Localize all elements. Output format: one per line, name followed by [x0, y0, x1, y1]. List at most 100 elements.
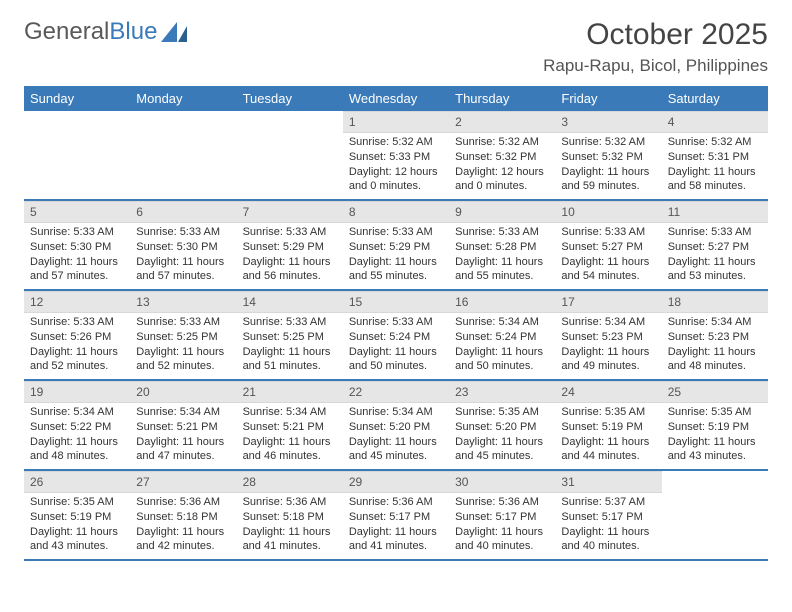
sunrise-text: Sunrise: 5:33 AM	[243, 316, 337, 330]
calendar-cell: 27 Sunrise: 5:36 AMSunset: 5:18 PMDayligh…	[130, 470, 236, 560]
sunrise-text: Sunrise: 5:33 AM	[455, 226, 549, 240]
calendar-cell: 1Sunrise: 5:32 AMSunset: 5:33 PMDaylight…	[343, 111, 449, 200]
day1-text: Daylight: 11 hours	[455, 346, 549, 360]
day-details: Sunrise: 5:32 AMSunset: 5:33 PMDaylight:…	[343, 133, 449, 199]
calendar-cell: 23Sunrise: 5:35 AMSunset: 5:20 PMDayligh…	[449, 380, 555, 470]
location-subtitle: Rapu-Rapu, Bicol, Philippines	[543, 56, 768, 76]
day1-text: Daylight: 11 hours	[561, 526, 655, 540]
calendar-cell	[24, 111, 130, 200]
calendar-cell: 14Sunrise: 5:33 AMSunset: 5:25 PMDayligh…	[237, 290, 343, 380]
day1-text: Daylight: 11 hours	[136, 436, 230, 450]
sunrise-text: Sunrise: 5:33 AM	[243, 226, 337, 240]
day-details: Sunrise: 5:33 AMSunset: 5:27 PMDaylight:…	[555, 223, 661, 289]
day1-text: Daylight: 11 hours	[668, 256, 762, 270]
day-number: 30	[449, 471, 555, 493]
day-number: 10	[555, 201, 661, 223]
day-number: 1	[343, 111, 449, 133]
calendar-cell: 18Sunrise: 5:34 AMSunset: 5:23 PMDayligh…	[662, 290, 768, 380]
calendar-row: 12Sunrise: 5:33 AMSunset: 5:26 PMDayligh…	[24, 290, 768, 380]
sunrise-text: Sunrise: 5:33 AM	[30, 226, 124, 240]
month-title: October 2025	[543, 18, 768, 52]
calendar-cell: 16Sunrise: 5:34 AMSunset: 5:24 PMDayligh…	[449, 290, 555, 380]
day-number: 31	[555, 471, 661, 493]
day2-text: and 52 minutes.	[30, 360, 124, 374]
calendar-cell: 8Sunrise: 5:33 AMSunset: 5:29 PMDaylight…	[343, 200, 449, 290]
day2-text: and 54 minutes.	[561, 270, 655, 284]
sunset-text: Sunset: 5:21 PM	[136, 421, 230, 435]
day2-text: and 47 minutes.	[136, 450, 230, 464]
day2-text: and 45 minutes.	[455, 450, 549, 464]
day2-text: and 41 minutes.	[243, 540, 337, 554]
day1-text: Daylight: 11 hours	[243, 256, 337, 270]
sunrise-text: Sunrise: 5:34 AM	[243, 406, 337, 420]
sunset-text: Sunset: 5:18 PM	[136, 511, 230, 525]
sunset-text: Sunset: 5:29 PM	[243, 241, 337, 255]
day-number: 24	[555, 381, 661, 403]
calendar-cell: 10Sunrise: 5:33 AMSunset: 5:27 PMDayligh…	[555, 200, 661, 290]
weekday-header: Tuesday	[237, 86, 343, 111]
sunrise-text: Sunrise: 5:34 AM	[136, 406, 230, 420]
sunset-text: Sunset: 5:19 PM	[30, 511, 124, 525]
header: GeneralBlue October 2025 Rapu-Rapu, Bico…	[24, 18, 768, 76]
day1-text: Daylight: 11 hours	[136, 346, 230, 360]
day-number: 15	[343, 291, 449, 313]
sunrise-text: Sunrise: 5:36 AM	[455, 496, 549, 510]
day2-text: and 55 minutes.	[455, 270, 549, 284]
day-number: 8	[343, 201, 449, 223]
calendar-cell	[237, 111, 343, 200]
day-details: Sunrise: 5:35 AMSunset: 5:20 PMDaylight:…	[449, 403, 555, 469]
day-details: Sunrise: 5:33 AMSunset: 5:26 PMDaylight:…	[24, 313, 130, 379]
calendar-cell	[662, 470, 768, 560]
day-details: Sunrise: 5:34 AMSunset: 5:21 PMDaylight:…	[130, 403, 236, 469]
day1-text: Daylight: 12 hours	[349, 166, 443, 180]
day1-text: Daylight: 11 hours	[561, 346, 655, 360]
day-number: 2	[449, 111, 555, 133]
sunrise-text: Sunrise: 5:36 AM	[136, 496, 230, 510]
calendar-cell: 9Sunrise: 5:33 AMSunset: 5:28 PMDaylight…	[449, 200, 555, 290]
day1-text: Daylight: 11 hours	[243, 436, 337, 450]
sunrise-text: Sunrise: 5:34 AM	[668, 316, 762, 330]
day1-text: Daylight: 12 hours	[455, 166, 549, 180]
sunrise-text: Sunrise: 5:33 AM	[30, 316, 124, 330]
day1-text: Daylight: 11 hours	[349, 256, 443, 270]
calendar-cell: 22Sunrise: 5:34 AMSunset: 5:20 PMDayligh…	[343, 380, 449, 470]
calendar-body: 1Sunrise: 5:32 AMSunset: 5:33 PMDaylight…	[24, 111, 768, 560]
sunrise-text: Sunrise: 5:35 AM	[30, 496, 124, 510]
day-number: 23	[449, 381, 555, 403]
sunrise-text: Sunrise: 5:32 AM	[561, 136, 655, 150]
day-details: Sunrise: 5:32 AMSunset: 5:32 PMDaylight:…	[555, 133, 661, 199]
day-details: Sunrise: 5:35 AMSunset: 5:19 PMDaylight:…	[24, 493, 130, 559]
day2-text: and 48 minutes.	[668, 360, 762, 374]
day-number: 29	[343, 471, 449, 493]
day1-text: Daylight: 11 hours	[30, 526, 124, 540]
day-details: Sunrise: 5:35 AMSunset: 5:19 PMDaylight:…	[555, 403, 661, 469]
day2-text: and 50 minutes.	[455, 360, 549, 374]
day1-text: Daylight: 11 hours	[136, 526, 230, 540]
weekday-header: Saturday	[662, 86, 768, 111]
day1-text: Daylight: 11 hours	[561, 166, 655, 180]
day1-text: Daylight: 11 hours	[455, 526, 549, 540]
sunset-text: Sunset: 5:32 PM	[455, 151, 549, 165]
day-details: Sunrise: 5:33 AMSunset: 5:29 PMDaylight:…	[237, 223, 343, 289]
sunrise-text: Sunrise: 5:34 AM	[561, 316, 655, 330]
day-details: Sunrise: 5:34 AMSunset: 5:20 PMDaylight:…	[343, 403, 449, 469]
day-details: Sunrise: 5:33 AMSunset: 5:25 PMDaylight:…	[237, 313, 343, 379]
calendar-cell: 15Sunrise: 5:33 AMSunset: 5:24 PMDayligh…	[343, 290, 449, 380]
day-number: 6	[130, 201, 236, 223]
sunset-text: Sunset: 5:33 PM	[349, 151, 443, 165]
day-details: Sunrise: 5:33 AMSunset: 5:28 PMDaylight:…	[449, 223, 555, 289]
day2-text: and 44 minutes.	[561, 450, 655, 464]
day1-text: Daylight: 11 hours	[349, 346, 443, 360]
day2-text: and 57 minutes.	[136, 270, 230, 284]
day-number: 27	[130, 471, 236, 493]
day-details: Sunrise: 5:36 AMSunset: 5:17 PMDaylight:…	[343, 493, 449, 559]
brand-part1: General	[24, 18, 109, 46]
day-details: Sunrise: 5:32 AMSunset: 5:31 PMDaylight:…	[662, 133, 768, 199]
day1-text: Daylight: 11 hours	[243, 346, 337, 360]
day-number: 21	[237, 381, 343, 403]
sunset-text: Sunset: 5:18 PM	[243, 511, 337, 525]
calendar-cell: 25Sunrise: 5:35 AMSunset: 5:19 PMDayligh…	[662, 380, 768, 470]
day-details: Sunrise: 5:36 AMSunset: 5:17 PMDaylight:…	[449, 493, 555, 559]
day-details: Sunrise: 5:33 AMSunset: 5:30 PMDaylight:…	[130, 223, 236, 289]
sunset-text: Sunset: 5:20 PM	[455, 421, 549, 435]
